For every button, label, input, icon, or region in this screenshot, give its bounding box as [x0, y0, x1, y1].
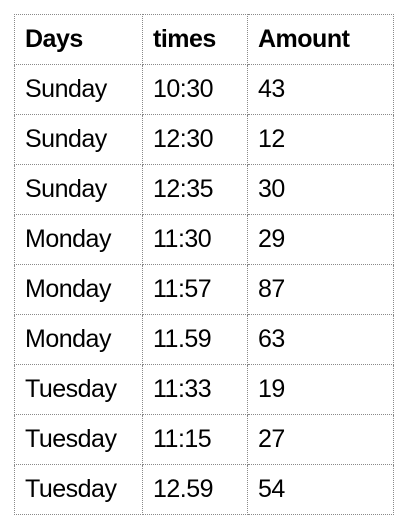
- cell-day: Monday: [14, 264, 143, 315]
- table-row: Monday 11.59 63: [14, 314, 394, 365]
- table-row: Tuesday 11:15 27: [14, 414, 394, 465]
- cell-amount: 19: [247, 364, 394, 415]
- cell-amount: 54: [247, 464, 394, 515]
- cell-day: Tuesday: [14, 414, 143, 465]
- cell-time: 11:33: [142, 364, 248, 415]
- cell-day: Sunday: [14, 64, 143, 115]
- table-row: Tuesday 12.59 54: [14, 464, 394, 515]
- table-row: Tuesday 11:33 19: [14, 364, 394, 415]
- cell-time: 12:30: [142, 114, 248, 165]
- cell-day: Tuesday: [14, 464, 143, 515]
- cell-amount: 87: [247, 264, 394, 315]
- cell-time: 10:30: [142, 64, 248, 115]
- cell-amount: 27: [247, 414, 394, 465]
- cell-amount: 63: [247, 314, 394, 365]
- cell-amount: 30: [247, 164, 394, 215]
- cell-time: 11.59: [142, 314, 248, 365]
- table-row: Sunday 12:35 30: [14, 164, 394, 215]
- cell-amount: 12: [247, 114, 394, 165]
- table-row: Sunday 10:30 43: [14, 64, 394, 115]
- cell-time: 11:30: [142, 214, 248, 265]
- cell-amount: 29: [247, 214, 394, 265]
- cell-day: Monday: [14, 214, 143, 265]
- table-row: Sunday 12:30 12: [14, 114, 394, 165]
- cell-amount: 43: [247, 64, 394, 115]
- header-amount: Amount: [247, 14, 394, 65]
- cell-time: 11:15: [142, 414, 248, 465]
- cell-time: 12.59: [142, 464, 248, 515]
- cell-time: 12:35: [142, 164, 248, 215]
- cell-day: Sunday: [14, 114, 143, 165]
- header-days: Days: [14, 14, 143, 65]
- table-row: Monday 11:30 29: [14, 214, 394, 265]
- header-times: times: [142, 14, 248, 65]
- table-header-row: Days times Amount: [14, 14, 394, 65]
- cell-day: Monday: [14, 314, 143, 365]
- cell-day: Tuesday: [14, 364, 143, 415]
- cell-day: Sunday: [14, 164, 143, 215]
- data-table: Days times Amount Sunday 10:30 43 Sunday…: [14, 14, 394, 515]
- cell-time: 11:57: [142, 264, 248, 315]
- table-row: Monday 11:57 87: [14, 264, 394, 315]
